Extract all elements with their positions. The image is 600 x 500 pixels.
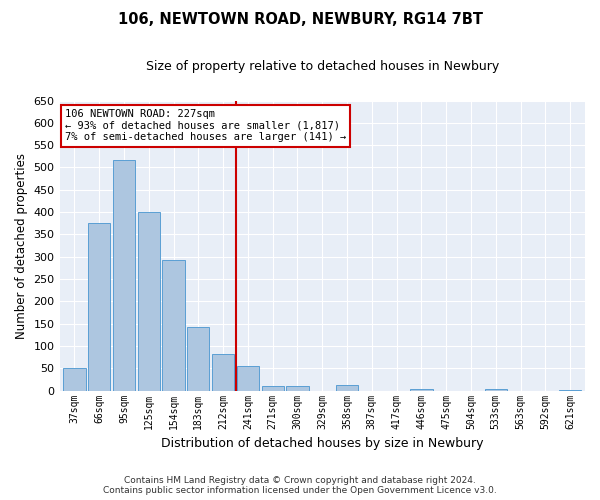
Bar [113, 160, 135, 390]
Bar [336, 385, 358, 390]
Text: Contains HM Land Registry data © Crown copyright and database right 2024.
Contai: Contains HM Land Registry data © Crown c… [103, 476, 497, 495]
Text: 106 NEWTOWN ROAD: 227sqm
← 93% of detached houses are smaller (1,817)
7% of semi: 106 NEWTOWN ROAD: 227sqm ← 93% of detach… [65, 110, 346, 142]
Bar [63, 368, 86, 390]
Y-axis label: Number of detached properties: Number of detached properties [15, 152, 28, 338]
Bar [237, 366, 259, 390]
Bar [163, 260, 185, 390]
Text: 106, NEWTOWN ROAD, NEWBURY, RG14 7BT: 106, NEWTOWN ROAD, NEWBURY, RG14 7BT [118, 12, 482, 28]
X-axis label: Distribution of detached houses by size in Newbury: Distribution of detached houses by size … [161, 437, 484, 450]
Bar [187, 327, 209, 390]
Bar [88, 224, 110, 390]
Bar [137, 212, 160, 390]
Bar [212, 354, 234, 390]
Bar [262, 386, 284, 390]
Title: Size of property relative to detached houses in Newbury: Size of property relative to detached ho… [146, 60, 499, 73]
Bar [286, 386, 308, 390]
